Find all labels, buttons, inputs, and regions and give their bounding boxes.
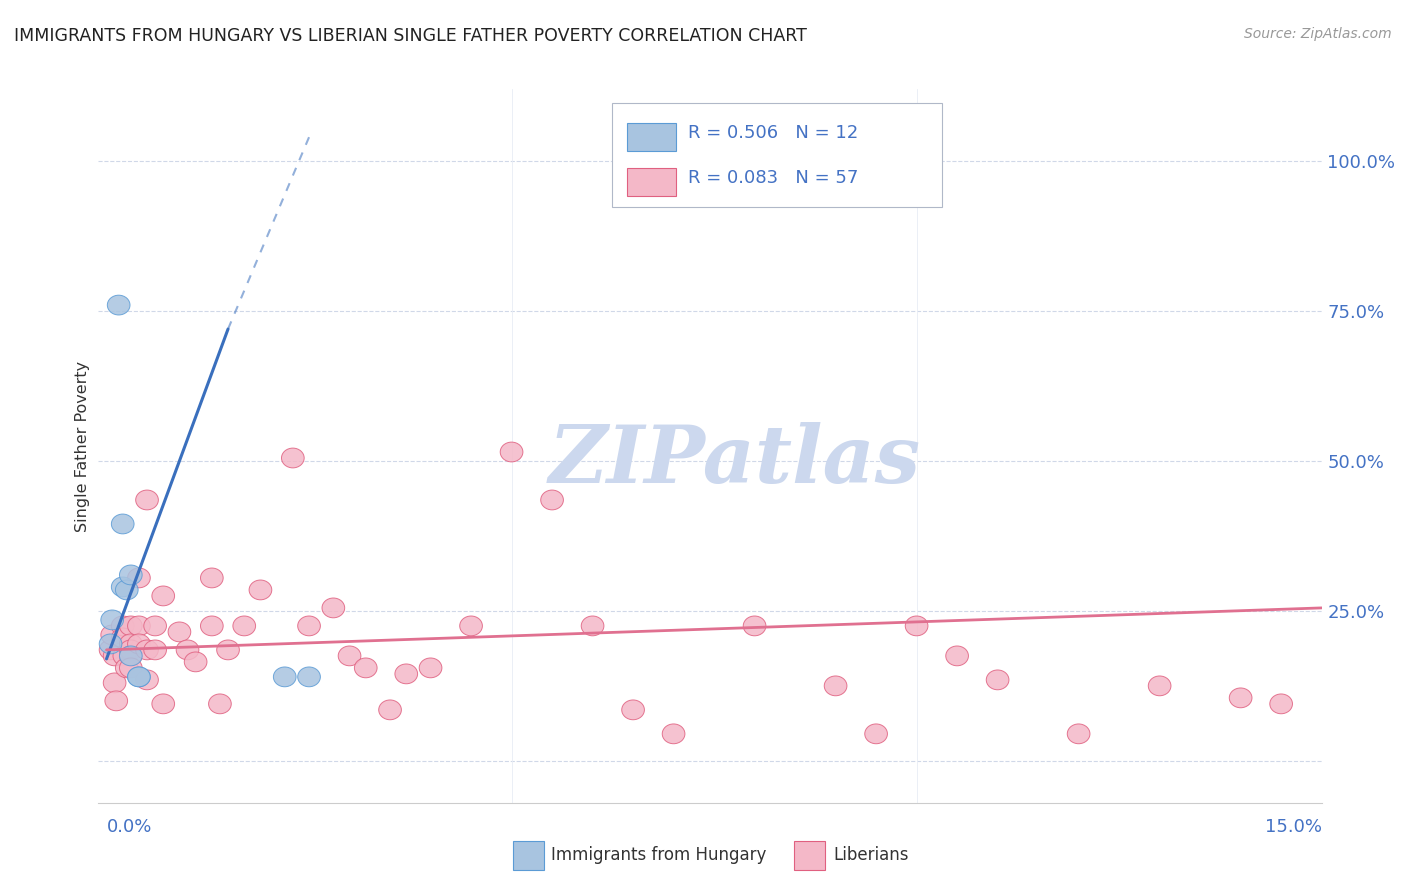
Ellipse shape: [322, 598, 344, 618]
Ellipse shape: [986, 670, 1010, 690]
Ellipse shape: [111, 577, 134, 597]
Text: Liberians: Liberians: [834, 847, 910, 864]
Ellipse shape: [101, 610, 124, 630]
Ellipse shape: [460, 616, 482, 636]
FancyBboxPatch shape: [627, 168, 676, 196]
Ellipse shape: [419, 658, 441, 678]
FancyBboxPatch shape: [513, 841, 544, 870]
Text: ZIPatlas: ZIPatlas: [548, 422, 921, 499]
Ellipse shape: [201, 616, 224, 636]
Ellipse shape: [152, 694, 174, 714]
Ellipse shape: [112, 646, 136, 665]
Ellipse shape: [824, 676, 846, 696]
Ellipse shape: [905, 616, 928, 636]
Ellipse shape: [249, 580, 271, 599]
Ellipse shape: [201, 568, 224, 588]
Ellipse shape: [1067, 724, 1090, 744]
Ellipse shape: [143, 616, 166, 636]
Ellipse shape: [128, 667, 150, 687]
FancyBboxPatch shape: [627, 123, 676, 152]
Ellipse shape: [143, 640, 166, 660]
Ellipse shape: [865, 724, 887, 744]
Ellipse shape: [103, 673, 127, 693]
Ellipse shape: [120, 646, 142, 665]
Ellipse shape: [176, 640, 198, 660]
Ellipse shape: [136, 640, 159, 660]
Text: R = 0.083   N = 57: R = 0.083 N = 57: [688, 169, 859, 187]
Ellipse shape: [128, 667, 150, 687]
FancyBboxPatch shape: [794, 841, 825, 870]
Ellipse shape: [120, 634, 142, 654]
Ellipse shape: [1229, 688, 1251, 707]
Ellipse shape: [946, 646, 969, 665]
Ellipse shape: [169, 622, 191, 641]
Ellipse shape: [101, 625, 124, 645]
Ellipse shape: [217, 640, 239, 660]
Ellipse shape: [136, 670, 159, 690]
Text: 15.0%: 15.0%: [1264, 818, 1322, 836]
Ellipse shape: [128, 568, 150, 588]
Ellipse shape: [100, 640, 122, 660]
Ellipse shape: [1270, 694, 1292, 714]
Ellipse shape: [120, 658, 142, 678]
FancyBboxPatch shape: [612, 103, 942, 207]
Text: R = 0.506   N = 12: R = 0.506 N = 12: [688, 125, 858, 143]
Ellipse shape: [105, 691, 128, 711]
Ellipse shape: [115, 658, 138, 678]
Ellipse shape: [128, 634, 150, 654]
Ellipse shape: [107, 295, 129, 315]
Ellipse shape: [120, 616, 142, 636]
Ellipse shape: [115, 580, 138, 599]
Ellipse shape: [100, 634, 122, 654]
Ellipse shape: [152, 586, 174, 606]
Ellipse shape: [339, 646, 361, 665]
Ellipse shape: [120, 640, 142, 660]
Ellipse shape: [184, 652, 207, 672]
Ellipse shape: [1149, 676, 1171, 696]
Text: Source: ZipAtlas.com: Source: ZipAtlas.com: [1244, 27, 1392, 41]
Ellipse shape: [298, 667, 321, 687]
Ellipse shape: [111, 628, 134, 648]
Text: Immigrants from Hungary: Immigrants from Hungary: [551, 847, 766, 864]
Ellipse shape: [298, 616, 321, 636]
Ellipse shape: [621, 700, 644, 720]
Ellipse shape: [501, 442, 523, 462]
Ellipse shape: [662, 724, 685, 744]
Text: IMMIGRANTS FROM HUNGARY VS LIBERIAN SINGLE FATHER POVERTY CORRELATION CHART: IMMIGRANTS FROM HUNGARY VS LIBERIAN SING…: [14, 27, 807, 45]
Ellipse shape: [103, 646, 127, 665]
Ellipse shape: [111, 616, 134, 636]
Ellipse shape: [120, 565, 142, 585]
Ellipse shape: [395, 664, 418, 684]
Ellipse shape: [744, 616, 766, 636]
Ellipse shape: [541, 490, 564, 510]
Ellipse shape: [136, 490, 159, 510]
Ellipse shape: [120, 646, 142, 665]
Ellipse shape: [281, 448, 304, 468]
Ellipse shape: [273, 667, 297, 687]
Ellipse shape: [378, 700, 401, 720]
Y-axis label: Single Father Poverty: Single Father Poverty: [75, 360, 90, 532]
Ellipse shape: [354, 658, 377, 678]
Ellipse shape: [581, 616, 605, 636]
Ellipse shape: [233, 616, 256, 636]
Ellipse shape: [208, 694, 231, 714]
Text: 0.0%: 0.0%: [107, 818, 152, 836]
Ellipse shape: [111, 514, 134, 533]
Ellipse shape: [128, 616, 150, 636]
